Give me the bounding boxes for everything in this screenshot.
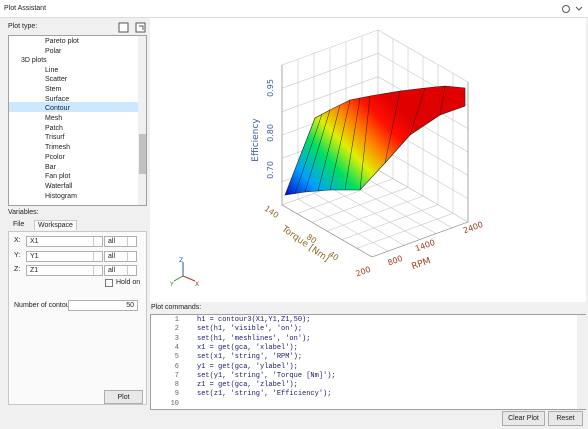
tree-item[interactable]: Mesh [45, 115, 63, 122]
range-dropdown[interactable]: all [104, 265, 137, 276]
code-line[interactable]: set(z1, 'string', 'Efficiency'); [197, 390, 332, 399]
tree-item[interactable]: Stem [45, 85, 62, 93]
grid-line [377, 169, 469, 223]
axis-label: X: [14, 237, 21, 244]
grid-line [356, 213, 454, 249]
grid-line [371, 221, 469, 258]
plot-canvas: 0.95 0.80 0.70 Efficiency 140 80 40 Torq… [150, 18, 586, 302]
tab[interactable]: File [13, 221, 25, 228]
z-tick: 0.80 [266, 124, 275, 142]
title-bar [0, 0, 588, 18]
scrollbar[interactable] [138, 36, 146, 205]
range-dropdown[interactable]: all [104, 250, 137, 262]
line-number: 10 [170, 399, 179, 408]
axes-icon: Z Y X [169, 257, 199, 288]
tree-item[interactable]: Line [45, 66, 59, 74]
window-title: Plot Assistant [4, 5, 47, 12]
plot-type-list[interactable]: Pareto plot Polar 3D plots Line Scatter Stem S… [8, 35, 147, 206]
plot-type-label: Plot type: [8, 23, 38, 30]
grid-line [281, 204, 373, 258]
variable-dropdown[interactable]: Z1 [26, 265, 103, 276]
grid-line [377, 29, 469, 83]
line-number: 9 [174, 390, 179, 399]
reset-button[interactable]: Reset [548, 411, 583, 426]
code-line[interactable]: h1 = contour3(X1,Y1,Z1,50); [197, 316, 311, 324]
tree-item[interactable]: Bar [45, 163, 56, 171]
code-line[interactable]: set(y1, 'string', 'Torque [Nm]'); [197, 371, 336, 380]
tree-item[interactable]: Polar [45, 47, 62, 55]
axes-icon-label: Y [169, 281, 174, 288]
z-label: Efficiency [251, 118, 261, 162]
code-line[interactable]: set(h1, 'meshlines', 'on'); [197, 334, 311, 343]
tree-item[interactable]: Scatter [45, 76, 68, 84]
axis-label: Z: [14, 266, 21, 273]
variable-tabs: File Workspace [8, 219, 147, 231]
variable-dropdown[interactable]: X1 [26, 236, 103, 247]
code-line[interactable]: z1 = get(gca, 'zlabel'); [197, 381, 298, 390]
line-number: 1 [174, 316, 179, 324]
range-dropdown[interactable]: all [104, 236, 137, 247]
contours-label: Number of contours: [14, 302, 78, 309]
panel-icons[interactable] [118, 22, 148, 34]
editor-scrollbar[interactable] [577, 315, 586, 409]
variables-label: Variables: [8, 209, 39, 216]
axes-icon-label: X [195, 281, 199, 288]
tree-item[interactable]: Surface [45, 95, 70, 103]
code-line[interactable]: x1 = get(gca, 'xlabel'); [197, 343, 298, 352]
tree-item[interactable]: Pareto plot [45, 38, 79, 45]
tree-group[interactable]: 3D plots [21, 57, 47, 64]
tree-item[interactable]: Trisurf [45, 134, 65, 142]
code-line[interactable]: set(h1, 'visible', 'on'); [197, 325, 303, 334]
z-tick: 0.95 [266, 79, 275, 97]
surface [284, 85, 466, 196]
code-line[interactable]: y1 = get(gca, 'ylabel'); [197, 362, 298, 371]
tree-item[interactable]: Histogram [45, 192, 77, 200]
hold-on-checkbox[interactable] [105, 279, 113, 287]
tree-item[interactable]: Patch [45, 124, 63, 132]
window-controls[interactable] [560, 3, 586, 15]
code-line[interactable]: set(x1, 'string', 'RPM'); [197, 353, 303, 362]
line-number: 6 [174, 362, 179, 371]
scroll-thumb[interactable] [139, 134, 146, 174]
grid-line [281, 29, 379, 66]
axes-icon-label: Z [179, 257, 183, 264]
clear-plot-button[interactable]: Clear Plot [502, 411, 545, 426]
contours-input[interactable]: 50 [68, 300, 138, 311]
tree-item[interactable]: Contour [45, 105, 70, 113]
line-number: 8 [174, 381, 179, 390]
tree-item[interactable]: Pcolor [45, 153, 65, 161]
line-number: 4 [174, 343, 179, 352]
variable-rows: X: X1 all Y: Y1 all Z: Z1 all [8, 235, 147, 285]
line-number: 3 [174, 334, 179, 343]
tab[interactable]: Workspace [34, 220, 77, 230]
command-editor[interactable]: 1 h1 = contour3(X1,Y1,Z1,50); 2 set(h1, 'vi… [150, 314, 586, 410]
tree-item[interactable]: Trimesh [45, 144, 71, 152]
grid-line [281, 53, 379, 89]
selected-highlight [9, 102, 139, 112]
hold-on-label: Hold on [116, 279, 141, 286]
line-number: 5 [174, 353, 179, 362]
line-number: 7 [174, 371, 179, 380]
line-number: 2 [174, 325, 179, 334]
variable-dropdown[interactable]: Y1 [26, 250, 103, 262]
plot-button[interactable]: Plot [104, 390, 143, 404]
z-tick: 0.70 [266, 161, 275, 179]
commands-label: Plot commands: [151, 304, 202, 311]
axis-label: Y: [14, 251, 21, 259]
tree-item[interactable]: Fan plot [45, 173, 71, 181]
tree-item[interactable]: Waterfall [45, 182, 73, 190]
surface-mesh [294, 85, 446, 195]
